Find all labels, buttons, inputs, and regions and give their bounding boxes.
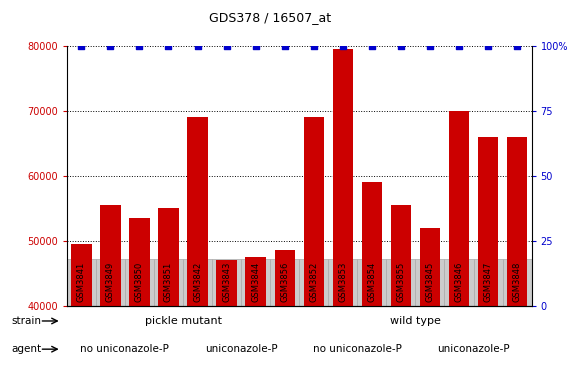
Text: GSM3846: GSM3846: [454, 262, 464, 302]
Bar: [503, 259, 532, 306]
Bar: [246, 257, 266, 306]
Point: [483, 43, 493, 49]
Bar: [212, 259, 241, 306]
Bar: [100, 205, 121, 306]
Bar: [333, 49, 353, 306]
Bar: [96, 259, 125, 306]
Text: GSM3847: GSM3847: [483, 262, 493, 302]
Point: [454, 43, 464, 49]
Bar: [420, 228, 440, 306]
Text: pickle mutant: pickle mutant: [145, 316, 221, 326]
Text: uniconazole-P: uniconazole-P: [205, 344, 278, 354]
Text: uniconazole-P: uniconazole-P: [437, 344, 510, 354]
Point: [367, 43, 376, 49]
Point: [280, 43, 289, 49]
Bar: [357, 259, 386, 306]
Bar: [328, 259, 357, 306]
Bar: [270, 259, 299, 306]
Text: GSM3853: GSM3853: [338, 262, 347, 302]
Bar: [154, 259, 183, 306]
Bar: [217, 260, 237, 306]
Text: GSM3851: GSM3851: [164, 262, 173, 302]
Point: [338, 43, 347, 49]
Bar: [125, 259, 154, 306]
Text: GSM3849: GSM3849: [106, 262, 115, 302]
Point: [251, 43, 260, 49]
Point: [396, 43, 406, 49]
Text: GSM3842: GSM3842: [193, 262, 202, 302]
Bar: [449, 111, 469, 306]
Text: agent: agent: [12, 344, 42, 354]
Bar: [275, 250, 295, 306]
Bar: [444, 259, 474, 306]
Point: [512, 43, 522, 49]
Text: GSM3843: GSM3843: [222, 262, 231, 302]
Bar: [299, 259, 328, 306]
Text: strain: strain: [12, 316, 42, 326]
Text: wild type: wild type: [390, 316, 441, 326]
Text: no uniconazole-P: no uniconazole-P: [313, 344, 401, 354]
Bar: [303, 117, 324, 306]
Bar: [241, 259, 270, 306]
Text: GSM3855: GSM3855: [396, 262, 406, 302]
Text: GSM3844: GSM3844: [251, 262, 260, 302]
Bar: [71, 244, 92, 306]
Bar: [415, 259, 444, 306]
Bar: [507, 137, 528, 306]
Text: GSM3852: GSM3852: [309, 262, 318, 302]
Text: GSM3856: GSM3856: [280, 262, 289, 302]
Text: GSM3841: GSM3841: [77, 262, 86, 302]
Text: GSM3850: GSM3850: [135, 262, 144, 302]
Point: [106, 43, 115, 49]
Point: [193, 43, 202, 49]
Point: [309, 43, 318, 49]
Bar: [478, 137, 498, 306]
Text: GSM3848: GSM3848: [512, 262, 522, 302]
Bar: [361, 182, 382, 306]
Point: [222, 43, 231, 49]
Bar: [386, 259, 415, 306]
Bar: [130, 218, 150, 306]
Point: [77, 43, 86, 49]
Point: [164, 43, 173, 49]
Bar: [183, 259, 212, 306]
Text: GSM3854: GSM3854: [367, 262, 376, 302]
Text: GDS378 / 16507_at: GDS378 / 16507_at: [209, 11, 331, 24]
Bar: [67, 259, 96, 306]
Bar: [474, 259, 503, 306]
Text: no uniconazole-P: no uniconazole-P: [81, 344, 169, 354]
Point: [425, 43, 435, 49]
Bar: [390, 205, 411, 306]
Point: [135, 43, 144, 49]
Bar: [158, 208, 179, 306]
Bar: [187, 117, 208, 306]
Text: GSM3845: GSM3845: [425, 262, 435, 302]
